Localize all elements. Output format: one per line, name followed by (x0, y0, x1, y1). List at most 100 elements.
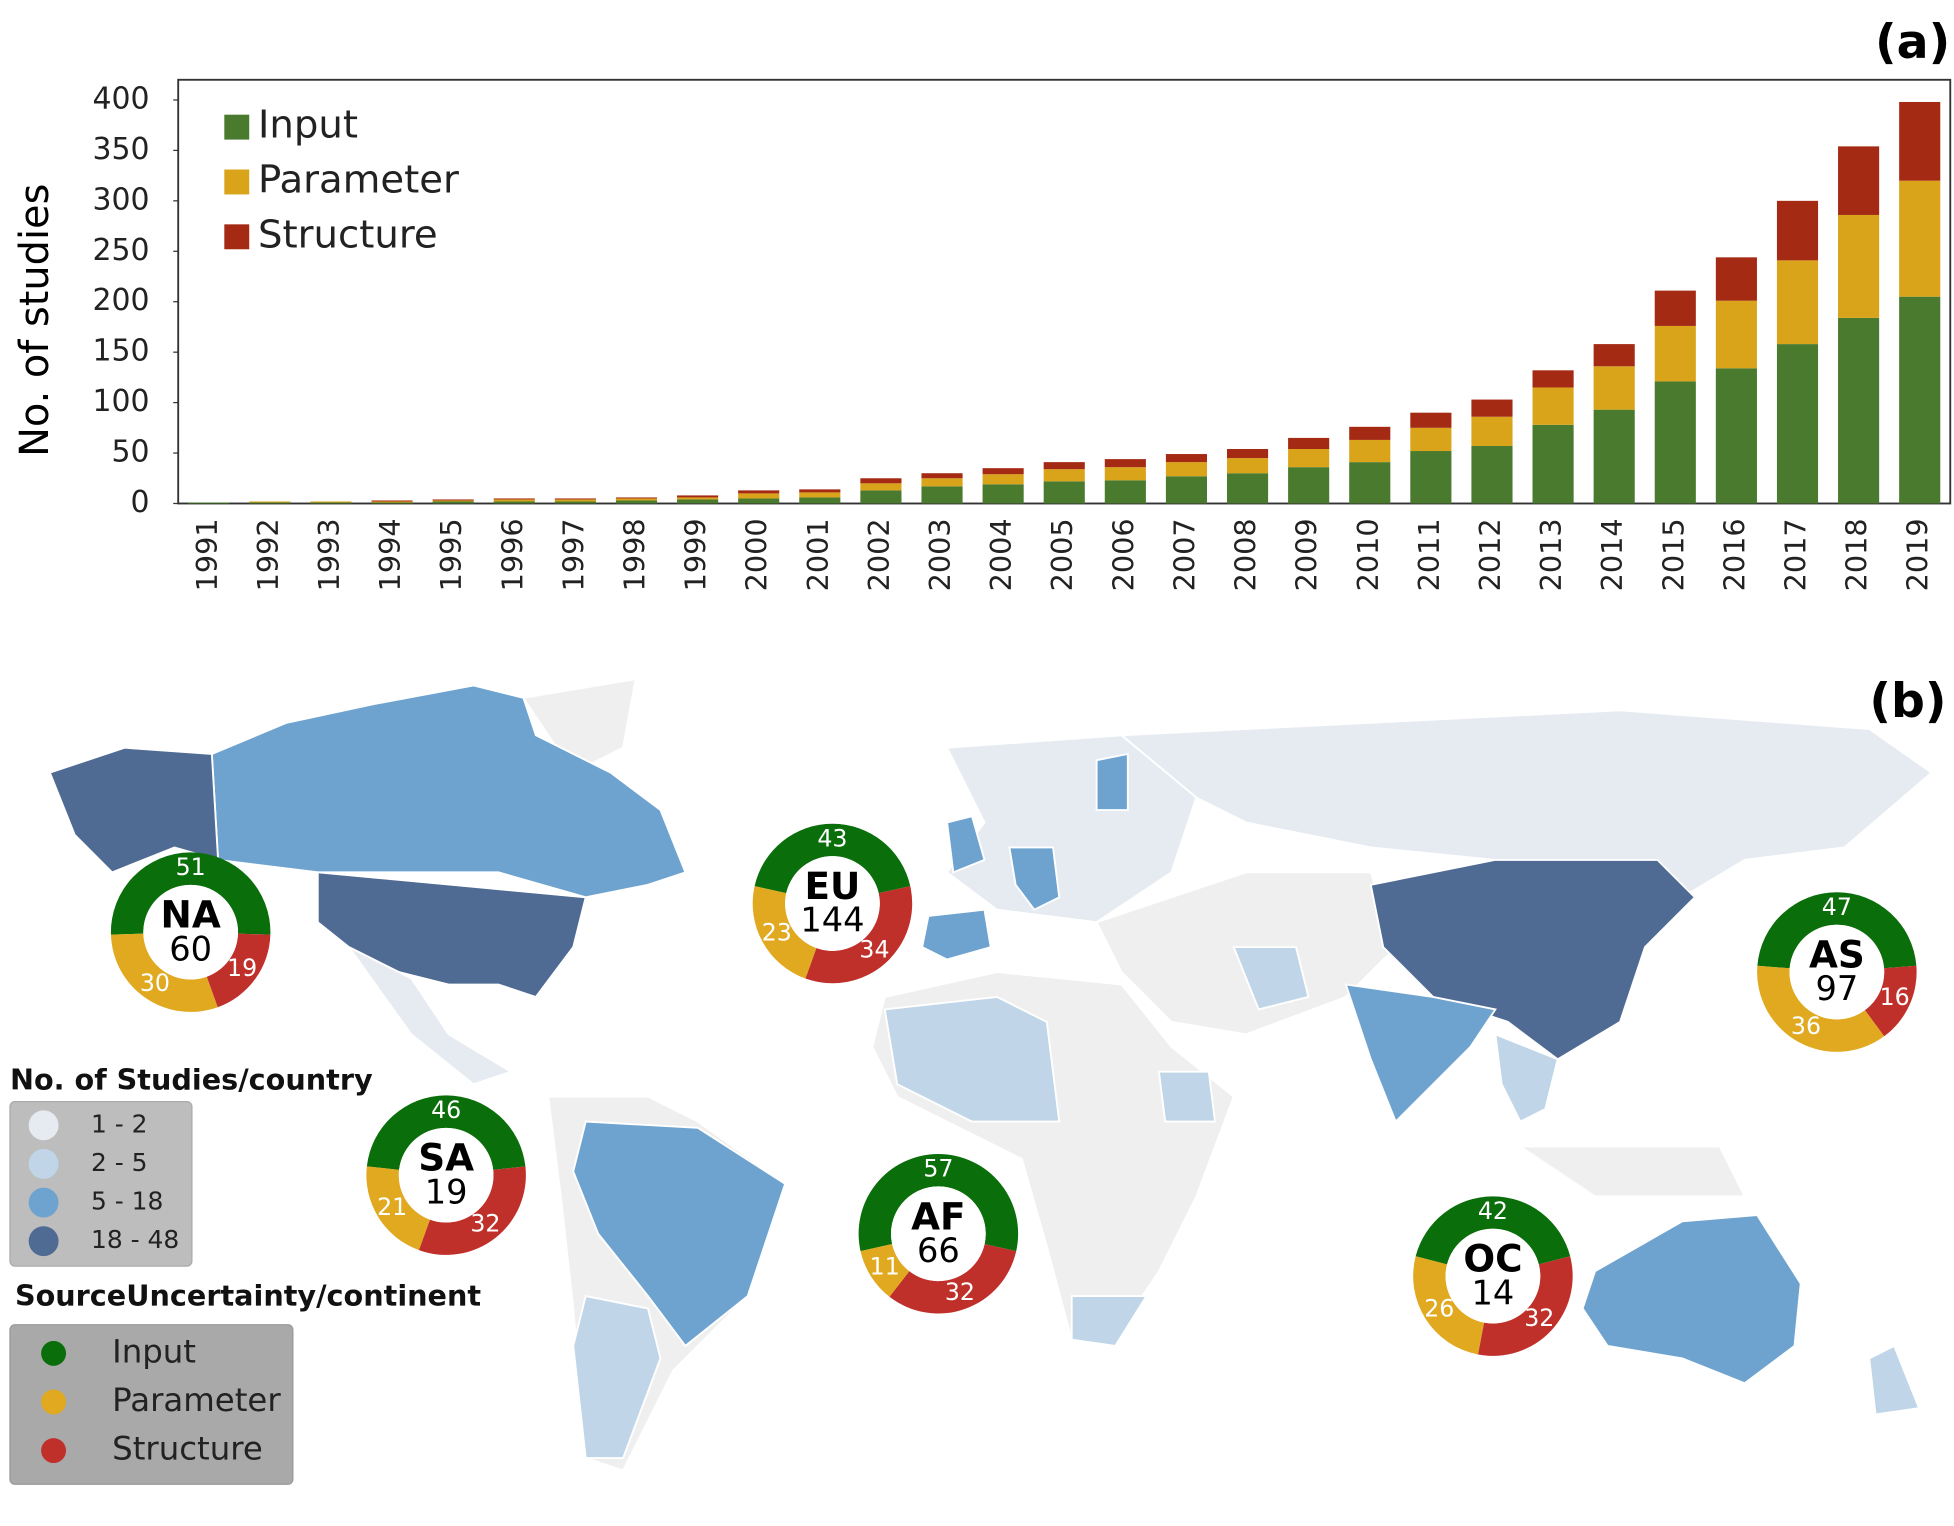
bar-segment (432, 501, 474, 504)
legend-label: Parameter (112, 1381, 281, 1419)
x-tick-label: 2001 (801, 518, 835, 591)
x-tick-label: 2018 (1840, 518, 1874, 591)
map-region (210, 684, 687, 899)
bar-segment (1838, 317, 1880, 504)
bar-segment (1226, 473, 1269, 504)
map-region (1119, 709, 1934, 899)
bar-segment (1410, 451, 1452, 504)
bar-segment (1715, 257, 1757, 301)
legend-swatch (224, 169, 250, 195)
donut-value-label: 34 (859, 936, 889, 964)
bar-segment (1899, 180, 1941, 297)
bar-segment (249, 501, 291, 503)
panel-label: (a) (1875, 15, 1950, 70)
map-region (883, 996, 1061, 1123)
x-tick-label: 2019 (1901, 518, 1935, 591)
donut-segment (366, 1095, 526, 1170)
bar-segment (1776, 200, 1819, 261)
legend-title: SourceUncertainty/continent (15, 1278, 481, 1312)
donut-value-label: 57 (923, 1155, 953, 1183)
bar-segment (371, 501, 413, 503)
bar-segment (1471, 399, 1513, 417)
map-region (1008, 846, 1061, 911)
bar-segment (1532, 424, 1574, 504)
bar-segment (1532, 387, 1574, 425)
donut-value-label: 46 (431, 1096, 461, 1124)
donut-segment (805, 886, 913, 984)
continent-code: AS (1809, 933, 1865, 977)
bar-segment (310, 501, 352, 503)
x-tick-label: 2013 (1534, 518, 1568, 591)
bar-segment (1593, 366, 1635, 410)
donut-hole (398, 1127, 494, 1223)
bar-segment (1838, 146, 1880, 215)
donut-segment (1413, 1256, 1485, 1355)
bar-segment (1715, 300, 1757, 369)
continent-total: 97 (1815, 969, 1858, 1008)
bar-segment (738, 490, 780, 494)
y-tick-label: 150 (92, 334, 149, 369)
donut-hole (143, 884, 239, 980)
bar-segment (799, 497, 841, 504)
map-region (1868, 1344, 1921, 1416)
bar-segment (493, 501, 535, 504)
legend-swatch (28, 1187, 59, 1218)
donut-segment (889, 1244, 1017, 1314)
bar-segment (1104, 480, 1146, 504)
legend-swatch (41, 1438, 67, 1464)
y-tick-label: 100 (92, 384, 149, 419)
continent-total: 60 (169, 929, 212, 968)
donut-value-label: 26 (1424, 1295, 1454, 1323)
x-tick-label: 2010 (1351, 518, 1385, 591)
bar-segment (188, 502, 230, 504)
donut-segment (1757, 892, 1917, 969)
continent-code: SA (418, 1136, 474, 1180)
bar-segment (921, 478, 963, 487)
bar-segment (738, 498, 780, 504)
bar-segment (1593, 344, 1635, 367)
bar-segment (1104, 467, 1146, 481)
donut-value-label: 32 (945, 1278, 975, 1306)
y-tick-label: 400 (92, 81, 149, 116)
bar-segment (1349, 439, 1391, 463)
bar-segment (1776, 260, 1819, 345)
donut-value-label: 42 (1478, 1197, 1508, 1225)
map-region (1344, 983, 1497, 1124)
donut-value-label: 32 (470, 1210, 500, 1238)
continent-total: 144 (800, 901, 864, 940)
donut-segment (858, 1153, 1019, 1252)
x-tick-label: 2016 (1717, 518, 1751, 591)
bar-segment (1410, 412, 1452, 428)
map-region (921, 908, 992, 961)
bar-segment (615, 498, 658, 501)
y-tick-label: 250 (92, 233, 149, 268)
x-tick-label: 1992 (251, 518, 285, 591)
map-region (572, 1120, 787, 1348)
donut-segment (206, 933, 271, 1008)
bar-segment (1288, 467, 1330, 504)
legend-box (9, 1324, 294, 1485)
bar-segment (738, 493, 780, 499)
bar-segment (554, 501, 596, 504)
donut-segment (1757, 965, 1885, 1052)
donut-segment (1477, 1256, 1573, 1356)
bar-segment (860, 483, 902, 491)
bar-segment (799, 489, 841, 493)
bar-segment (1288, 449, 1330, 468)
donut-value-label: 23 (762, 919, 792, 947)
legend-label: Structure (112, 1430, 263, 1468)
map-region (1232, 946, 1310, 1011)
donut-segment (110, 852, 271, 935)
bar-segment (1288, 437, 1330, 450)
panel-label: (b) (1869, 674, 1946, 729)
bar-segment (1043, 481, 1085, 504)
donut-value-label: 16 (1880, 983, 1910, 1011)
y-tick-label: 200 (92, 283, 149, 318)
legend-box (9, 1101, 193, 1267)
bar-segment (1838, 214, 1880, 318)
bar-segment (1471, 445, 1513, 504)
bar-segment (1043, 469, 1085, 482)
bar-segment (371, 500, 413, 502)
bar-segment (1654, 381, 1696, 504)
